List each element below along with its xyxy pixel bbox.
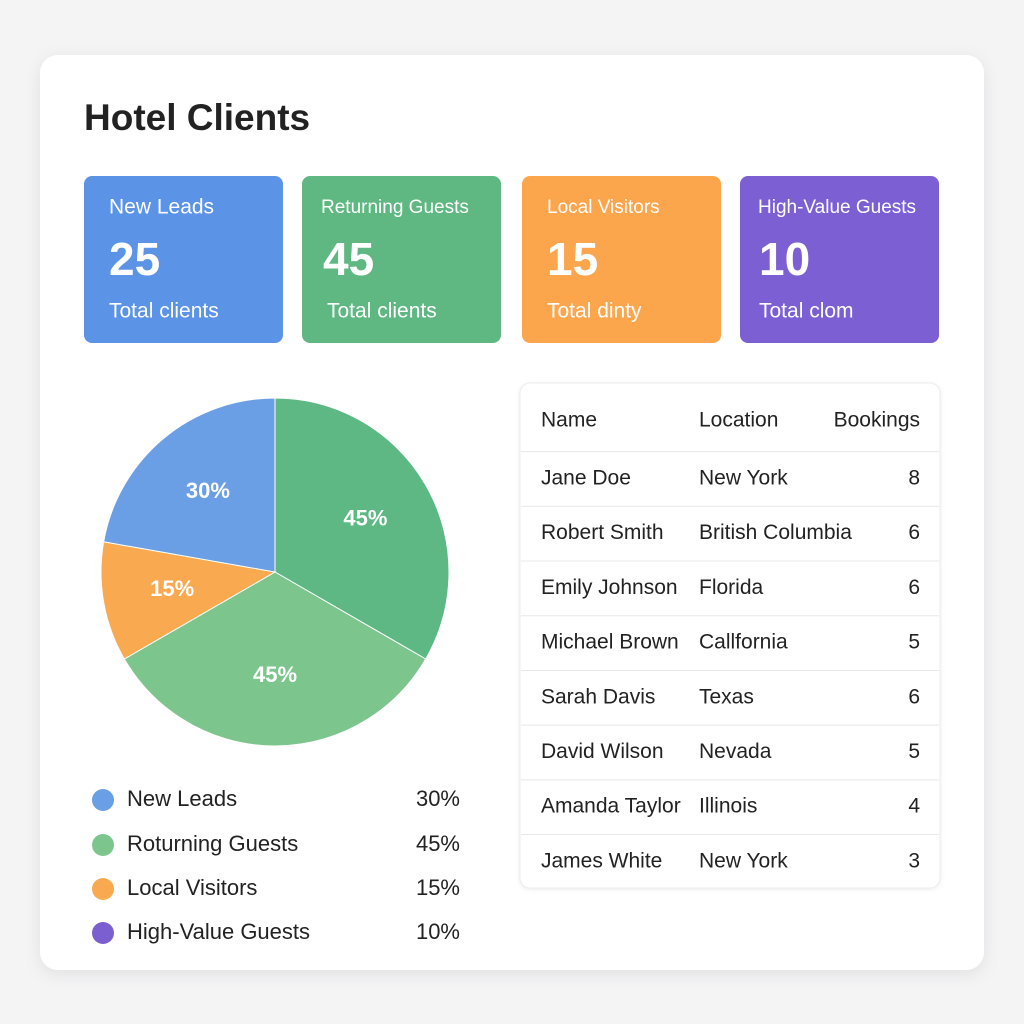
card-caption: Total clients — [327, 300, 437, 323]
table-cell: Amanda Taylor — [541, 795, 681, 818]
card-caption: Total clients — [109, 300, 219, 323]
legend-percent: 30% — [416, 786, 460, 811]
table-cell: 4 — [908, 795, 920, 818]
legend-name: Roturning Guests — [127, 831, 298, 856]
slice-label: 45% — [343, 506, 387, 531]
legend-dot — [92, 878, 114, 900]
table-cell: New York — [699, 849, 788, 872]
legend-dot — [92, 922, 114, 944]
card-title: Local Visitors — [547, 197, 660, 218]
stat-card — [302, 176, 501, 343]
table-cell: Sarah Davis — [541, 685, 655, 708]
table-cell: Jane Doe — [541, 467, 631, 490]
table-header: Bookings — [834, 409, 920, 432]
legend-name: New Leads — [127, 786, 237, 811]
table-cell: Callfornia — [699, 631, 788, 654]
slice-label: 45% — [253, 662, 297, 687]
page-title: Hotel Clients — [84, 97, 310, 138]
legend-name: High-Value Guests — [127, 919, 310, 944]
card-caption: Total clom — [759, 300, 854, 323]
legend-dot — [92, 789, 114, 811]
table-cell: 5 — [908, 740, 920, 763]
card-value: 15 — [547, 233, 598, 285]
slice-label: 15% — [150, 576, 194, 601]
stat-card — [740, 176, 939, 343]
table-cell: Nevada — [699, 740, 772, 763]
legend-name: Local Visitors — [127, 875, 257, 900]
legend-dot — [92, 834, 114, 856]
table-cell: Texas — [699, 685, 754, 708]
pie-slice — [100, 541, 277, 660]
stat-card — [522, 176, 721, 343]
legend-percent: 45% — [416, 831, 460, 856]
card-value: 25 — [109, 233, 160, 285]
card-caption: Total dinty — [547, 300, 642, 323]
stat-card — [84, 176, 283, 343]
table-header: Name — [541, 409, 597, 432]
pie-slice — [274, 397, 450, 660]
table-cell: Illinois — [699, 795, 757, 818]
card-title: High-Value Guests — [758, 197, 916, 218]
card-value: 10 — [759, 233, 810, 285]
table-cell: David Wilson — [541, 740, 664, 763]
slice-label: 30% — [186, 478, 230, 503]
table-cell: 6 — [908, 521, 920, 544]
table-cell: New York — [699, 467, 788, 490]
legend-percent: 10% — [416, 919, 460, 944]
table-cell: 8 — [908, 467, 920, 490]
table-cell: Florida — [699, 576, 764, 599]
table-cell: Robert Smith — [541, 521, 664, 544]
table-cell: 6 — [908, 685, 920, 708]
table-cell: James White — [541, 849, 662, 872]
table-cell: 6 — [908, 576, 920, 599]
table-header: Location — [699, 409, 778, 432]
table-cell: Emily Johnson — [541, 576, 678, 599]
table-cell: 3 — [908, 849, 920, 872]
card-title: Returning Guests — [321, 197, 469, 218]
card-value: 45 — [323, 233, 374, 285]
pie-slice — [103, 397, 276, 573]
legend-percent: 15% — [416, 875, 460, 900]
table-box — [519, 382, 941, 889]
pie-slice — [123, 571, 427, 747]
card-title: New Leads — [109, 196, 214, 219]
table-cell: British Columbia — [699, 521, 852, 544]
table-cell: 5 — [908, 631, 920, 654]
table-cell: Michael Brown — [541, 631, 679, 654]
